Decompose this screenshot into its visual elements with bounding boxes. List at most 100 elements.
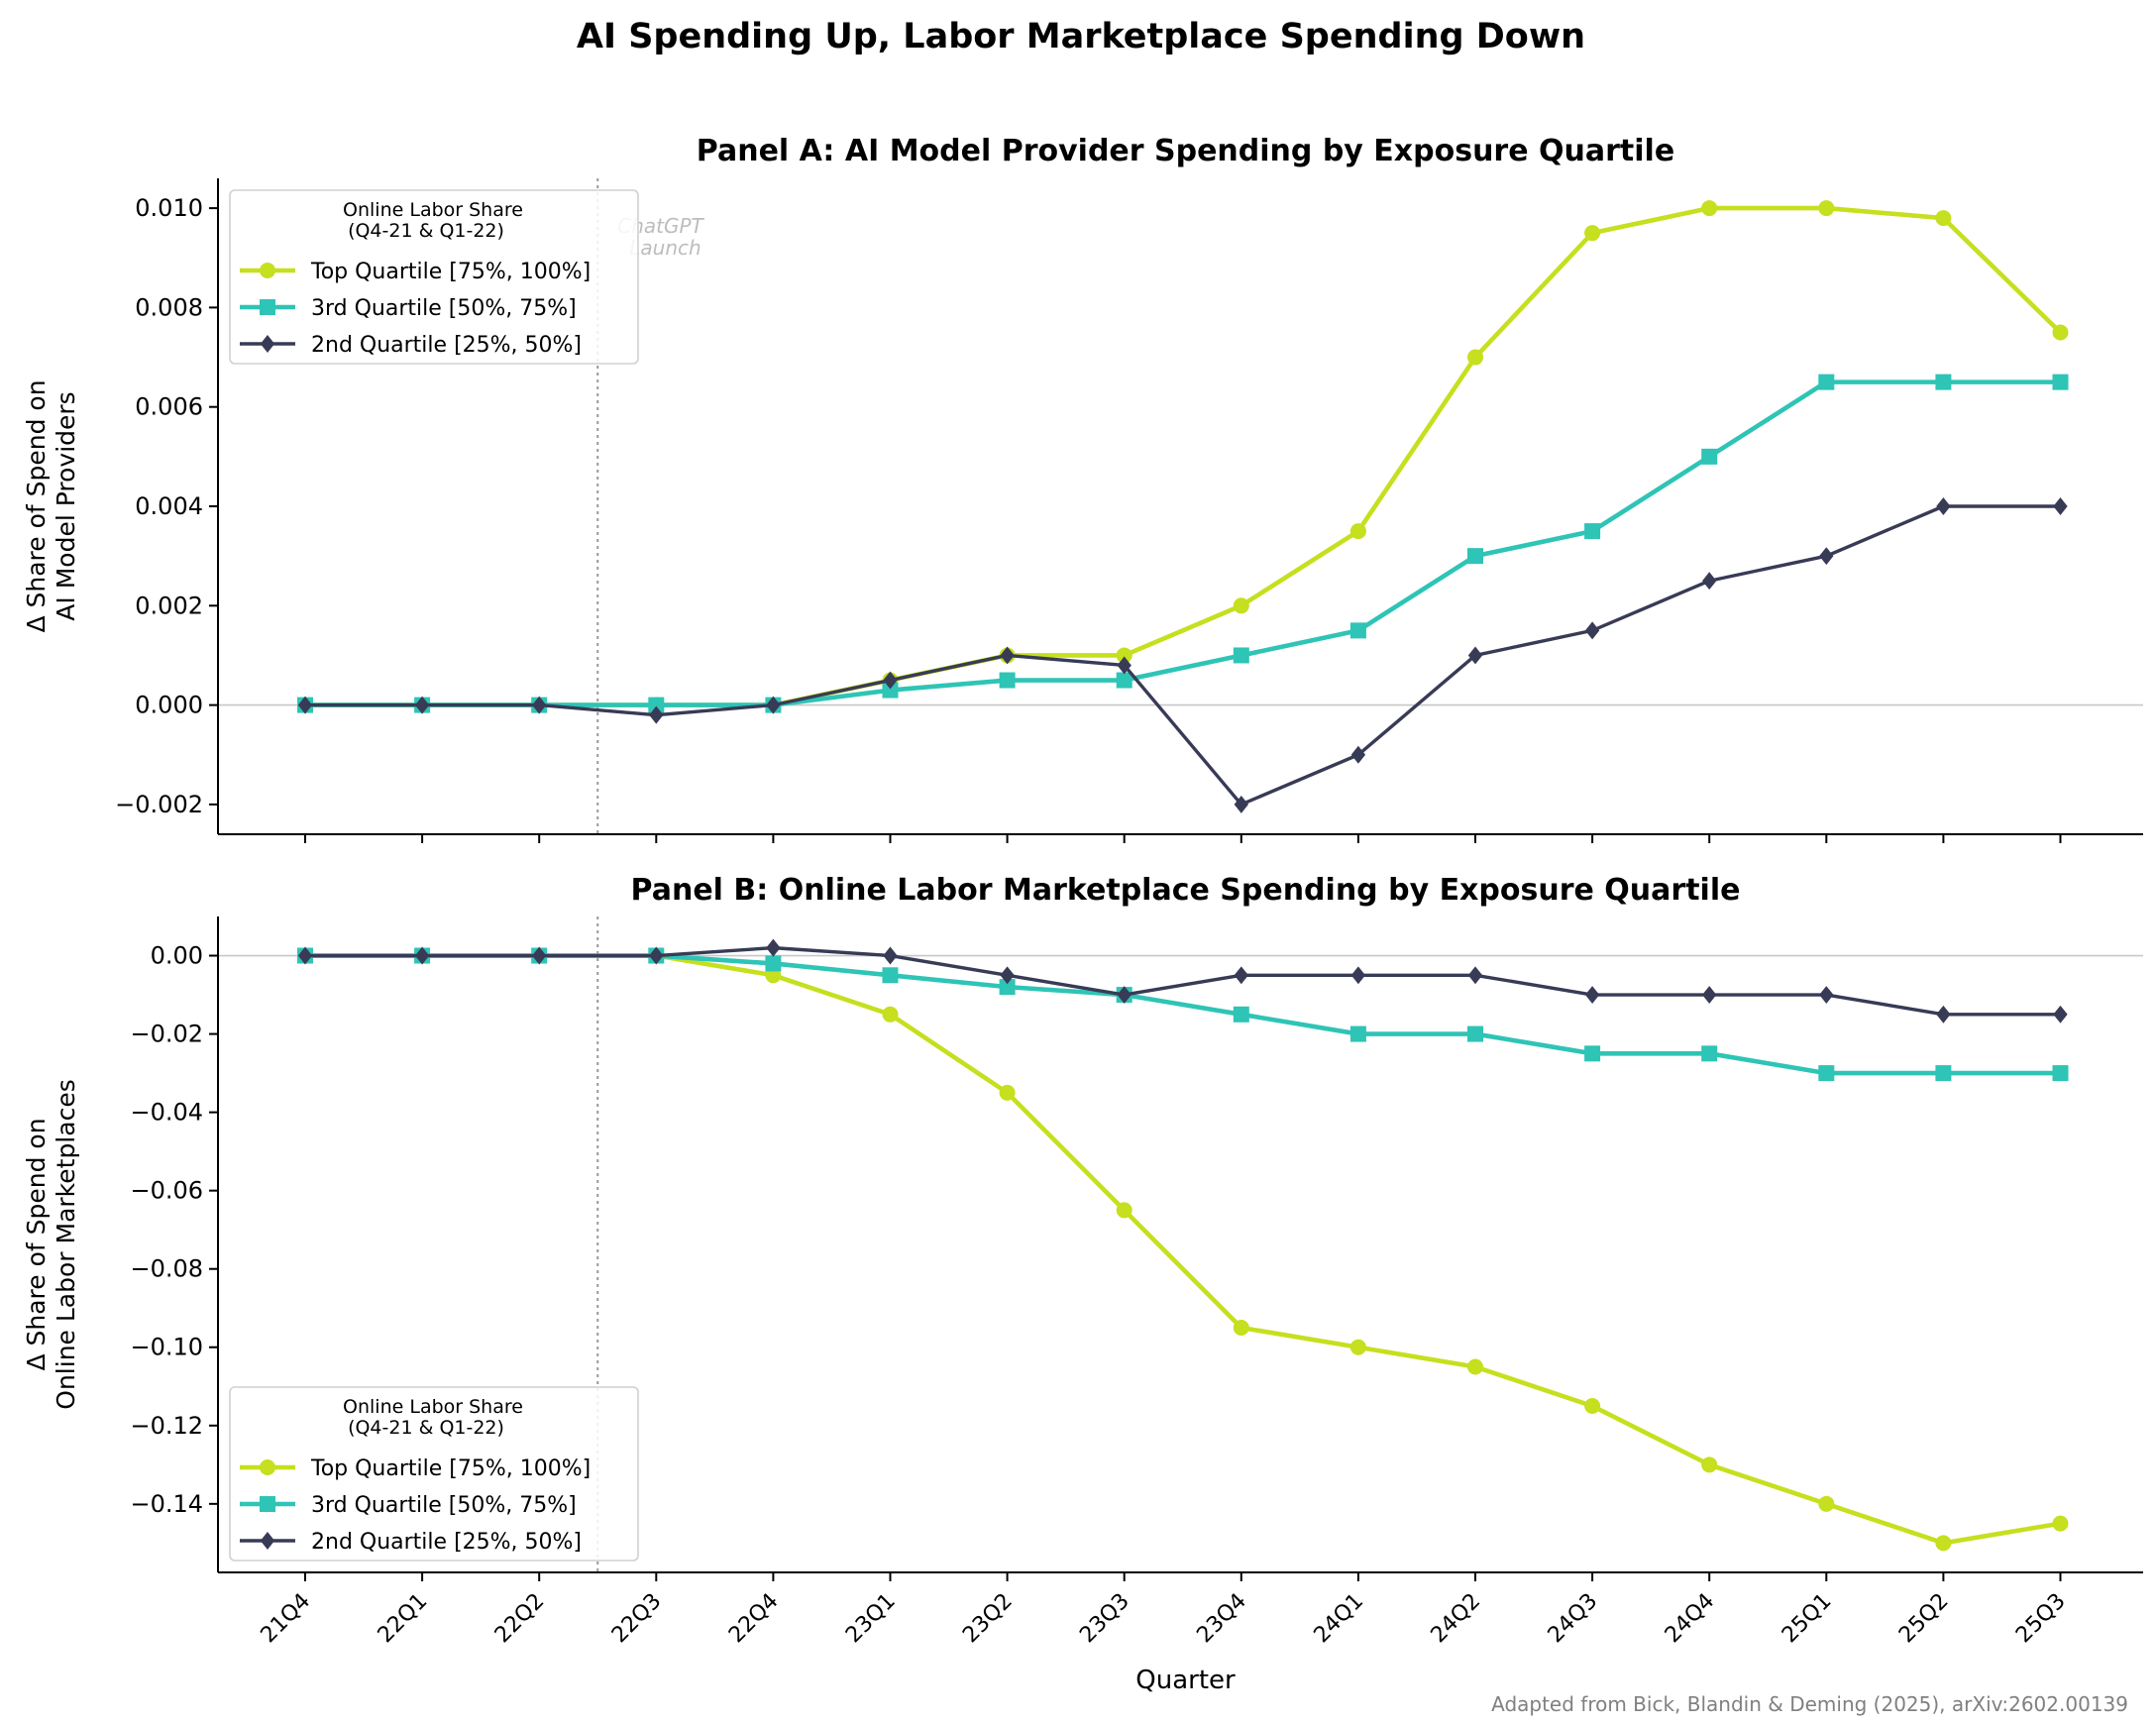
y-tick-label: −0.002 <box>115 791 203 818</box>
data-point <box>1584 523 1601 540</box>
data-point <box>2052 1515 2069 1532</box>
x-tick-label: 24Q4 <box>1661 1589 1720 1649</box>
x-tick-label: 23Q1 <box>841 1589 901 1649</box>
data-point <box>765 955 782 972</box>
data-point <box>1467 1358 1483 1375</box>
data-point <box>1935 210 1952 227</box>
legend-marker <box>260 335 275 353</box>
legend-label: Top Quartile [75%, 100%] <box>310 260 591 284</box>
data-point <box>2053 1005 2068 1024</box>
data-point <box>1350 745 1366 764</box>
y-axis-label-line2: AI Model Providers <box>52 391 80 620</box>
data-point <box>999 1084 1016 1101</box>
source-note: Adapted from Bick, Blandin & Deming (202… <box>1491 1692 2128 1716</box>
figure-title: AI Spending Up, Labor Marketplace Spendi… <box>577 17 1585 56</box>
y-tick-label: −0.04 <box>130 1099 203 1127</box>
data-point <box>1818 374 1835 390</box>
data-point <box>766 696 781 714</box>
legend-box <box>229 1386 639 1562</box>
data-point <box>1584 225 1601 242</box>
data-point <box>1116 647 1132 664</box>
panel-title: Panel A: AI Model Provider Spending by E… <box>697 134 1674 168</box>
data-point <box>1584 1398 1601 1415</box>
y-tick-label: 0.006 <box>135 393 203 421</box>
data-point <box>1936 1005 1951 1024</box>
x-tick-label: 24Q3 <box>1544 1589 1603 1649</box>
series-line <box>305 379 2061 707</box>
data-point <box>532 696 547 714</box>
data-point <box>882 682 899 699</box>
data-point <box>649 705 664 724</box>
series-line <box>305 953 2061 1076</box>
data-point <box>1234 795 1248 813</box>
data-point <box>1349 523 1366 540</box>
x-tick-label: 25Q3 <box>2011 1589 2071 1649</box>
legend-label: 2nd Quartile [25%, 50%] <box>311 1530 582 1555</box>
y-axis-label-line2: Online Labor Marketplaces <box>52 1079 80 1409</box>
y-axis-label-line1: Δ Share of Spend on <box>22 379 51 632</box>
data-point <box>1349 622 1366 639</box>
data-point <box>882 967 899 984</box>
data-point <box>999 979 1016 996</box>
legend-label: 2nd Quartile [25%, 50%] <box>311 333 582 358</box>
data-point <box>1819 547 1834 566</box>
y-tick-label: −0.14 <box>130 1490 203 1518</box>
data-point <box>532 946 547 965</box>
data-point <box>1584 621 1600 640</box>
data-point <box>882 1006 899 1023</box>
x-tick-label: 23Q2 <box>958 1589 1018 1649</box>
data-point <box>1701 1045 1718 1062</box>
data-point <box>1000 966 1015 985</box>
x-tick-label: 25Q1 <box>1778 1589 1837 1649</box>
data-point <box>1117 656 1132 675</box>
data-point <box>1000 646 1015 665</box>
y-tick-label: −0.06 <box>130 1177 203 1205</box>
y-axis-label-line1: Δ Share of Spend on <box>22 1118 51 1370</box>
series-line <box>305 945 2061 1017</box>
legend-title-line2: (Q4-21 & Q1-22) <box>348 1417 504 1439</box>
data-point <box>1467 548 1483 565</box>
data-point <box>1935 1065 1952 1082</box>
x-tick-label: 25Q2 <box>1894 1589 1954 1649</box>
y-tick-label: 0.008 <box>135 293 203 321</box>
data-point <box>1701 200 1718 217</box>
data-point <box>1702 572 1717 591</box>
legend-marker <box>260 299 275 315</box>
data-point <box>1234 966 1248 985</box>
legend-label: 3rd Quartile [50%, 75%] <box>311 296 577 321</box>
data-point <box>999 672 1016 689</box>
x-tick-label: 23Q3 <box>1075 1589 1134 1649</box>
y-tick-label: 0.000 <box>135 692 203 719</box>
data-point <box>2052 1065 2069 1082</box>
data-point <box>1467 1025 1483 1042</box>
data-point <box>1233 647 1249 664</box>
legend-title-line1: Online Labor Share <box>343 199 523 221</box>
data-point <box>1350 966 1366 985</box>
y-tick-label: 0.002 <box>135 592 203 619</box>
data-point <box>1818 1495 1835 1512</box>
panel-b: −0.14 −0.12 −0.10 −0.08 −0.06 −0.04 −0.02 0.00 2… <box>22 873 2143 1695</box>
data-point <box>1467 349 1483 366</box>
data-point <box>1936 497 1951 515</box>
x-tick-label: 22Q1 <box>374 1589 433 1649</box>
data-point <box>1233 597 1249 614</box>
x-axis-label: Quarter <box>1135 1666 1236 1695</box>
series-line <box>305 504 2061 807</box>
y-tick-label: −0.10 <box>130 1334 203 1361</box>
x-tick-label: 22Q3 <box>607 1589 667 1649</box>
data-point <box>766 938 781 957</box>
legend-title-line2: (Q4-21 & Q1-22) <box>348 220 504 242</box>
data-point <box>297 696 313 714</box>
data-point <box>1349 1025 1366 1042</box>
data-point <box>883 671 898 690</box>
legend-label: Top Quartile [75%, 100%] <box>310 1456 591 1481</box>
panel-a: ChatGPTLaunch−0.0020.0000.0020.0040.0060… <box>22 134 2143 843</box>
legend-label: 3rd Quartile [50%, 75%] <box>311 1493 577 1518</box>
data-point <box>1233 1319 1249 1336</box>
data-point <box>1116 1202 1132 1219</box>
legend-title-line1: Online Labor Share <box>343 1396 523 1418</box>
legend-marker <box>260 1496 275 1512</box>
y-tick-label: −0.12 <box>130 1412 203 1440</box>
x-tick-label: 22Q2 <box>490 1589 550 1649</box>
x-tick-label: 24Q2 <box>1427 1589 1486 1649</box>
